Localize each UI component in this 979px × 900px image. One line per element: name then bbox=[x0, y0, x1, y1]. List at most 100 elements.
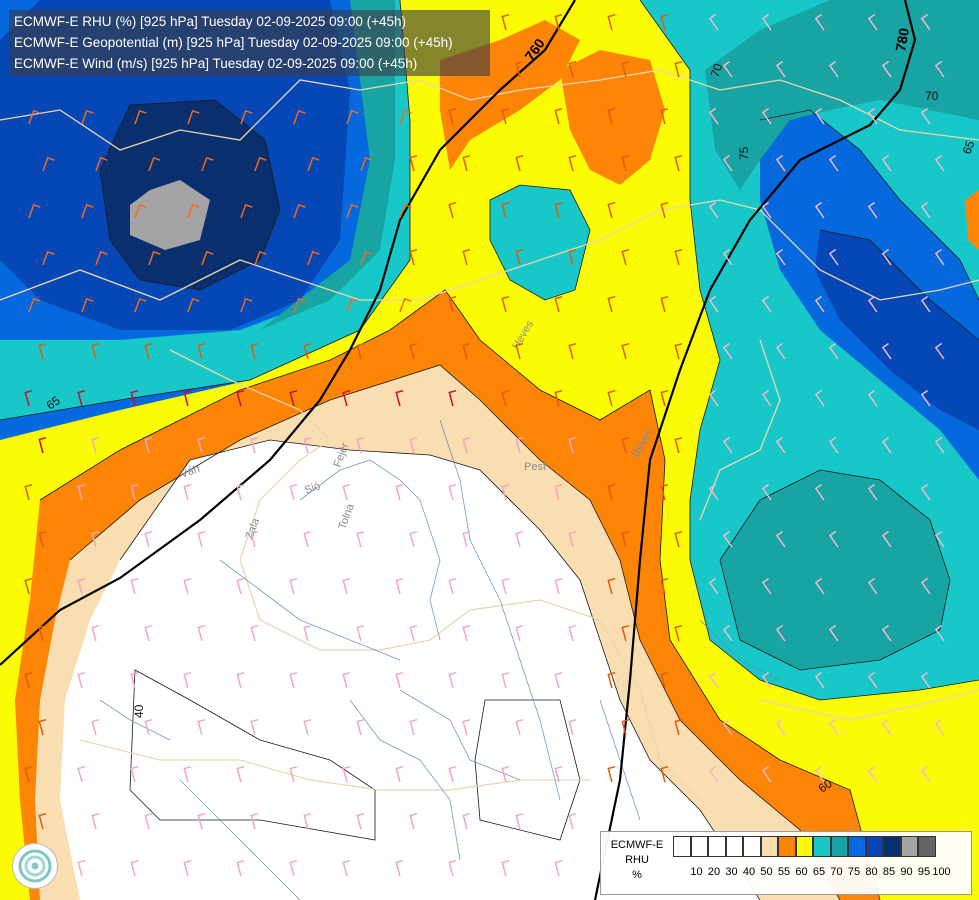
wind-barb bbox=[607, 483, 616, 501]
wind-barb bbox=[130, 671, 139, 689]
wind-barb bbox=[881, 530, 892, 548]
legend-tick-label: 20 bbox=[707, 866, 721, 878]
wind-barb bbox=[254, 250, 267, 266]
wind-barb bbox=[660, 765, 669, 783]
wind-barb bbox=[236, 765, 245, 783]
wind-barb bbox=[515, 342, 524, 360]
wind-barb bbox=[920, 577, 931, 595]
wind-barb bbox=[920, 107, 931, 125]
wind-barb bbox=[674, 154, 683, 172]
wind-barb bbox=[28, 203, 41, 219]
wind-barb bbox=[515, 718, 524, 736]
wind-barb bbox=[254, 156, 267, 172]
wind-barb bbox=[708, 13, 719, 31]
legend-tick-label: 100 bbox=[932, 866, 951, 878]
wind-barb bbox=[515, 812, 524, 830]
wind-barb bbox=[867, 483, 878, 501]
wind-barb bbox=[934, 60, 945, 78]
legend-tick-label: 75 bbox=[847, 866, 861, 878]
wind-barb bbox=[289, 483, 298, 501]
wind-barb bbox=[775, 436, 786, 454]
wind-barb bbox=[144, 812, 153, 830]
wind-barb bbox=[814, 577, 825, 595]
wind-barb bbox=[501, 13, 510, 31]
legend-tick-label: 50 bbox=[760, 866, 773, 878]
wind-barb bbox=[775, 154, 786, 172]
wind-barb bbox=[607, 577, 616, 595]
map-header: ECMWF-E RHU (%) [925 hPa] Tuesday 02-09-… bbox=[9, 10, 490, 76]
wind-barb bbox=[761, 107, 772, 125]
wind-barb bbox=[867, 295, 878, 313]
wind-barb bbox=[501, 389, 510, 407]
wind-barb bbox=[399, 203, 412, 219]
wind-barb bbox=[674, 60, 683, 78]
legend-swatch bbox=[830, 836, 848, 857]
wind-barb bbox=[621, 530, 630, 548]
wind-barb bbox=[828, 718, 839, 736]
wind-barb bbox=[187, 297, 200, 313]
wind-barb bbox=[722, 154, 733, 172]
rh-40-label: 40 bbox=[132, 704, 146, 718]
wind-barb bbox=[395, 671, 404, 689]
rh-65b-label: 65 bbox=[960, 138, 978, 156]
wind-barb bbox=[722, 624, 733, 642]
wind-barb bbox=[134, 203, 147, 219]
wind-barb bbox=[236, 577, 245, 595]
wind-barb bbox=[607, 765, 616, 783]
wind-barb bbox=[303, 718, 312, 736]
wind-barb bbox=[554, 201, 563, 219]
wind-barb bbox=[775, 624, 786, 642]
wind-barb bbox=[197, 436, 206, 454]
wind-barb bbox=[201, 250, 214, 266]
wind-barb bbox=[660, 577, 669, 595]
wind-barb bbox=[867, 389, 878, 407]
wind-barb bbox=[934, 624, 945, 642]
provider-logo bbox=[12, 843, 58, 889]
wind-barb bbox=[250, 436, 259, 454]
wind-barb bbox=[920, 483, 931, 501]
wind-barb bbox=[81, 297, 94, 313]
wind-barb bbox=[621, 624, 630, 642]
wind-barb bbox=[881, 248, 892, 266]
wind-barb bbox=[920, 201, 931, 219]
wind-barb bbox=[568, 154, 577, 172]
wind-barb bbox=[462, 530, 471, 548]
wind-barb bbox=[708, 765, 719, 783]
legend-tick-label: 85 bbox=[882, 866, 896, 878]
wind-barb bbox=[409, 342, 418, 360]
wind-barb bbox=[501, 765, 510, 783]
legend-tick-label: 95 bbox=[917, 866, 931, 878]
wind-barb bbox=[91, 812, 100, 830]
wind-barb bbox=[722, 342, 733, 360]
wind-barb bbox=[881, 718, 892, 736]
region-sio-label: Sió bbox=[303, 480, 322, 497]
legend-title: ECMWF-E RHU % bbox=[605, 838, 669, 883]
wind-barb bbox=[250, 812, 259, 830]
wind-barb bbox=[38, 718, 47, 736]
wind-barb bbox=[197, 718, 206, 736]
rh-legend: ECMWF-E RHU % 10 20 30 40 50 55 60 65 70 75 80 85 90… bbox=[600, 831, 972, 895]
wind-barb bbox=[607, 107, 616, 125]
legend-swatch bbox=[673, 836, 691, 857]
rh-75-label: 75 bbox=[737, 146, 751, 160]
wind-barb bbox=[828, 530, 839, 548]
legend-tick-label: 55 bbox=[777, 866, 791, 878]
wind-barb bbox=[568, 248, 577, 266]
wind-barb bbox=[448, 201, 457, 219]
wind-barb bbox=[775, 718, 786, 736]
wind-barb bbox=[183, 765, 192, 783]
wind-barb bbox=[77, 577, 86, 595]
wind-barb bbox=[462, 812, 471, 830]
wind-barb bbox=[289, 389, 298, 407]
wind-barb bbox=[395, 859, 404, 877]
wind-barb bbox=[293, 297, 306, 313]
wind-barb bbox=[197, 530, 206, 548]
wind-barb bbox=[708, 671, 719, 689]
wind-barb bbox=[307, 156, 320, 172]
wind-barb bbox=[24, 577, 33, 595]
wind-barb bbox=[934, 154, 945, 172]
wind-barb bbox=[814, 483, 825, 501]
legend-swatch bbox=[883, 836, 901, 857]
wind-barb bbox=[660, 107, 669, 125]
